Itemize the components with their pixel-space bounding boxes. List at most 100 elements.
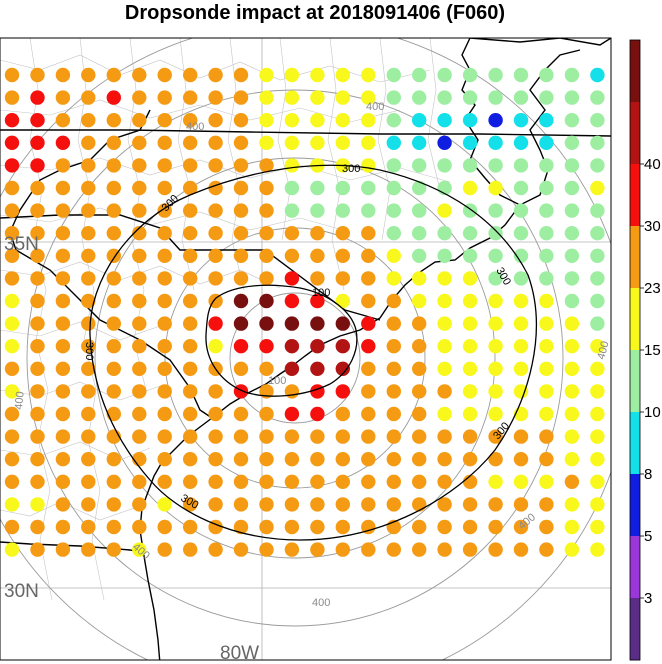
impact-dot: [81, 339, 96, 354]
impact-dot: [335, 339, 350, 354]
impact-dot: [106, 316, 122, 331]
impact-dot: [55, 135, 71, 150]
impact-dot: [30, 452, 45, 467]
impact-dot: [208, 474, 223, 489]
impact-dot: [208, 90, 223, 105]
impact-dot: [259, 542, 274, 557]
impact-dot: [30, 67, 45, 83]
impact-dot: [539, 90, 554, 105]
impact-dot: [4, 90, 20, 105]
impact-dot: [386, 113, 401, 128]
impact-dot: [564, 248, 580, 263]
impact-dot: [208, 158, 223, 173]
impact-dot: [284, 203, 300, 218]
impact-dot: [412, 135, 427, 150]
impact-dot: [259, 452, 274, 467]
impact-dot: [335, 248, 350, 263]
impact-dot: [4, 497, 20, 512]
impact-dot: [310, 135, 325, 150]
impact-dot: [437, 158, 452, 173]
impact-dot: [488, 429, 503, 444]
impact-dot: [335, 384, 350, 399]
contour-label-100: 100: [312, 287, 330, 299]
impact-dot: [30, 429, 45, 444]
impact-dot: [564, 271, 580, 286]
impact-dot: [564, 113, 580, 128]
impact-dot: [284, 113, 300, 128]
impact-dot: [183, 384, 198, 399]
impact-dot: [437, 497, 452, 512]
impact-dot: [81, 293, 96, 309]
colorbar-tick-label: 8: [644, 466, 652, 483]
impact-dot: [335, 497, 350, 512]
impact-dot: [157, 67, 172, 83]
impact-dot: [590, 406, 605, 422]
impact-dot: [361, 248, 376, 263]
impact-dot: [539, 497, 554, 512]
impact-dot: [30, 384, 45, 399]
impact-dot: [208, 497, 223, 512]
impact-dot: [361, 542, 376, 557]
impact-dot: [590, 316, 605, 331]
impact-dot: [4, 113, 20, 128]
impact-dot: [284, 293, 300, 309]
impact-dot: [412, 90, 427, 105]
impact-dot: [590, 384, 605, 399]
impact-dot: [361, 519, 376, 535]
impact-dot: [132, 226, 147, 241]
impact-dot: [55, 293, 71, 309]
impact-dot: [233, 180, 249, 196]
impact-dot: [462, 180, 478, 196]
impact-dot: [437, 406, 452, 422]
impact-dot: [259, 226, 274, 241]
impact-dot: [310, 248, 325, 263]
impact-dot: [488, 226, 503, 241]
impact-dot: [462, 135, 478, 150]
impact-dot: [284, 474, 300, 489]
impact-dot: [132, 384, 147, 399]
impact-dot: [30, 135, 45, 150]
impact-dot: [310, 226, 325, 241]
impact-dot: [183, 113, 198, 128]
impact-dot: [30, 497, 45, 512]
impact-dot: [361, 135, 376, 150]
impact-dot: [513, 90, 529, 105]
colorbar-tick-label: 23: [644, 280, 661, 297]
impact-dot: [386, 429, 401, 444]
impact-dot: [81, 226, 96, 241]
impact-dot: [488, 248, 503, 263]
impact-dot: [488, 474, 503, 489]
impact-dot: [183, 271, 198, 286]
impact-dot: [259, 316, 274, 331]
impact-dot: [310, 67, 325, 83]
impact-dot: [335, 113, 350, 128]
contour-label-300-a: 300: [342, 163, 360, 175]
colorbar-tick-label: 30: [644, 218, 661, 235]
impact-dot: [157, 135, 172, 150]
impact-dot: [361, 361, 376, 376]
impact-dot: [564, 406, 580, 422]
impact-dot: [488, 203, 503, 218]
impact-dot: [564, 519, 580, 535]
impact-dot: [208, 271, 223, 286]
impact-dot: [30, 519, 45, 535]
impact-dot: [284, 429, 300, 444]
impact-dot: [590, 361, 605, 376]
impact-dot: [81, 113, 96, 128]
impact-dot: [564, 339, 580, 354]
impact-dot: [55, 452, 71, 467]
impact-dot: [55, 203, 71, 218]
impact-dot: [55, 316, 71, 331]
contour-label-300-f: 300: [179, 492, 201, 512]
impact-dot: [284, 248, 300, 263]
impact-dot: [30, 158, 45, 173]
impact-dot: [259, 271, 274, 286]
impact-dot: [437, 271, 452, 286]
impact-dot: [81, 158, 96, 173]
impact-dot: [539, 180, 554, 196]
impact-dot: [55, 113, 71, 128]
impact-dot: [513, 203, 529, 218]
impact-dot: [513, 429, 529, 444]
impact-dot: [412, 519, 427, 535]
impact-dot: [157, 203, 172, 218]
